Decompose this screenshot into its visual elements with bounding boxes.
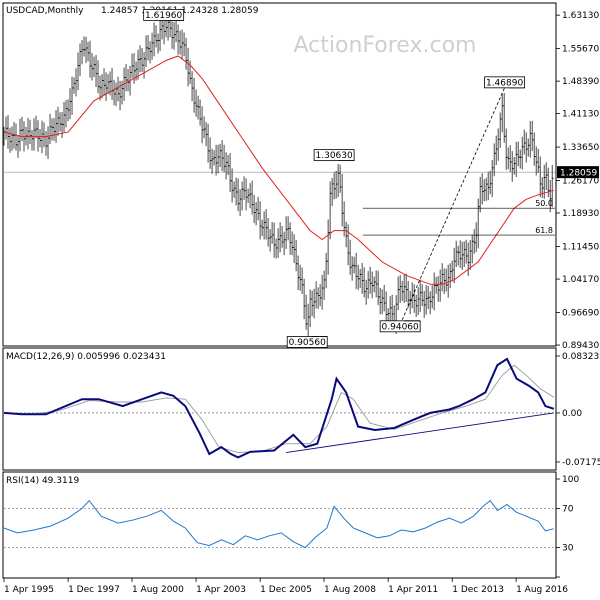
- current-price-label: 1.28059: [560, 169, 597, 179]
- rsi-y-tick-label: 100: [562, 475, 579, 485]
- price-annotation: 1.61960: [143, 8, 185, 21]
- price-y-tick-label: 0.96690: [562, 309, 599, 319]
- annotation-label: 0.90560: [289, 338, 326, 348]
- annotation-label: 0.94060: [382, 322, 419, 332]
- price-y-tick-label: 1.63130: [562, 11, 599, 21]
- price-y-tick-label: 1.33650: [562, 143, 599, 153]
- axis-layer: 1.63130 1.55670 1.48390 1.41130 1.33650 1.261…: [3, 11, 600, 595]
- macd-y-tick-label: -0.071752: [562, 458, 600, 468]
- price-annotation: 0.90560: [286, 336, 328, 348]
- fib-level-label: 61.8: [535, 226, 553, 235]
- annotation-label: 1.30630: [316, 151, 353, 161]
- rsi-line: [3, 499, 554, 549]
- price-annotation: 1.46890: [484, 76, 525, 89]
- x-tick-label: 1 Aug 2008: [324, 585, 376, 595]
- price-y-tick-label: 0.89430: [562, 341, 599, 351]
- annotation-label: 1.46890: [486, 78, 523, 88]
- annotation-label: 1.61960: [145, 11, 182, 21]
- fib-level-label: 50.0: [535, 199, 553, 208]
- x-tick-label: 1 Apr 1995: [4, 585, 54, 595]
- price-annotation: 1.30630: [313, 149, 355, 162]
- price-y-tick-label: 1.55670: [562, 45, 599, 55]
- macd-panel-title: MACD(12,26,9) 0.005996 0.023431: [6, 352, 166, 362]
- price-panel-frame: [2, 2, 557, 347]
- watermark-text: ActionForex.com: [294, 33, 477, 58]
- rsi-layer: [3, 499, 555, 549]
- price-panel-title: USDCAD,Monthly: [6, 6, 84, 16]
- price-y-tick-label: 1.04170: [562, 275, 599, 285]
- price-y-tick-label: 1.41130: [562, 110, 599, 120]
- macd-signal-line: [3, 364, 555, 454]
- current-price-box: [557, 166, 599, 179]
- price-layer: 50.0 61.8 1.61960 1.30630 0.90560 0.94060 1.46…: [2, 8, 555, 348]
- x-tick-label: 1 Apr 2011: [388, 585, 438, 595]
- x-tick-label: 1 Dec 2005: [260, 585, 312, 595]
- x-tick-label: 1 Dec 1997: [68, 585, 120, 595]
- price-y-tick-label: 1.48390: [562, 77, 599, 87]
- price-bar: [550, 164, 554, 208]
- x-tick-label: 1 Apr 2003: [196, 585, 246, 595]
- rsi-y-tick-label: 70: [562, 504, 574, 514]
- annotation-box: [143, 8, 185, 21]
- macd-support-trendline: [286, 412, 554, 454]
- x-tick-label: 1 Aug 2000: [132, 585, 184, 595]
- price-y-tick-label: 1.18930: [562, 209, 599, 219]
- rsi-y-tick-label: 30: [562, 544, 574, 554]
- rsi-panel-frame: [2, 471, 557, 579]
- moving-average-line: [3, 55, 554, 285]
- annotation-box: [313, 149, 355, 162]
- annotation-box: [484, 76, 525, 89]
- annotation-box: [379, 320, 421, 333]
- macd-line: [3, 357, 555, 459]
- macd-y-tick-label: 0.083235: [562, 352, 600, 362]
- price-y-tick-label: 1.26170: [562, 177, 599, 187]
- annotation-box: [286, 336, 328, 348]
- macd-y-tick-label: 0.00: [562, 409, 582, 419]
- rsi-panel-title: RSI(14) 49.3119: [6, 476, 79, 486]
- macd-layer: [3, 357, 555, 459]
- macd-panel-frame: [2, 347, 557, 471]
- price-trendline: [399, 87, 505, 325]
- price-annotation: 0.94060: [379, 320, 421, 333]
- price-y-tick-label: 1.11450: [562, 242, 599, 252]
- x-tick-label: 1 Aug 2016: [516, 585, 568, 595]
- x-tick-label: 1 Dec 2013: [452, 585, 504, 595]
